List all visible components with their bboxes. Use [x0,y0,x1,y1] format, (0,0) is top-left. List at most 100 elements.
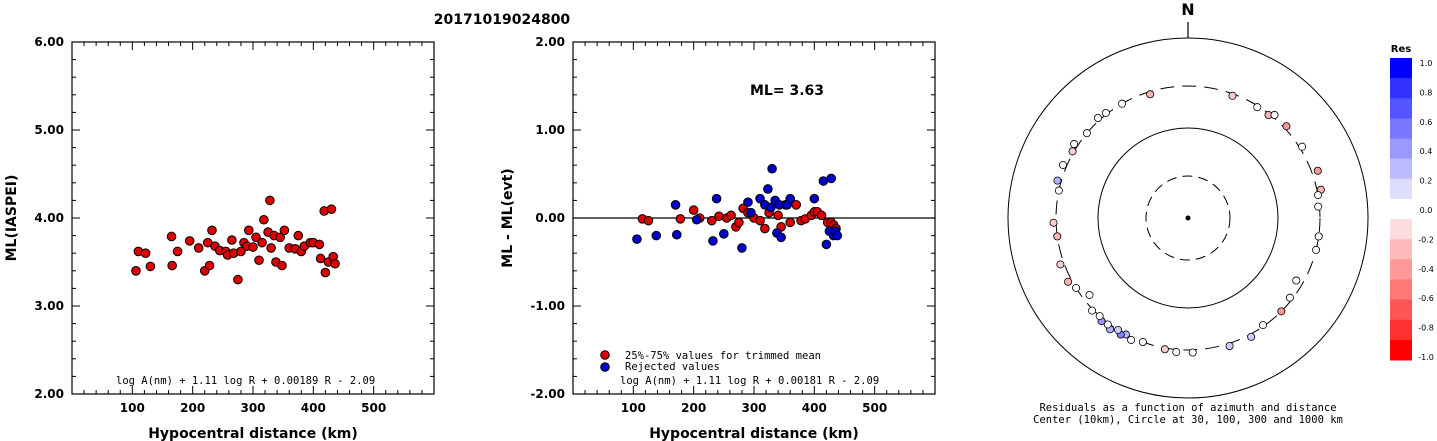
colorbar-tick-label: 0.4 [1420,147,1433,156]
data-point [755,215,765,226]
polar-point [1127,335,1136,344]
colorbar-swatch [1390,319,1412,341]
polar-point [1064,277,1073,286]
polar-point [1314,202,1323,211]
data-point [760,223,770,234]
data-point [821,239,832,250]
data-point [259,214,269,225]
data-point [236,246,246,257]
data-point [671,229,682,240]
colorbar: Res 1.0 0.8 0.6 0.4 0.2 0.0 -0.2 -0.4 -0.6 -0.8 -1… [1390,44,1434,362]
formula-left: log A(nm) + 1.11 log R + 0.00189 R - 2.0… [116,375,375,387]
colorbar-tick-label: -0.2 [1418,235,1434,244]
data-point [172,246,183,257]
data-point [248,242,258,252]
y-tick-label: -1.00 [530,299,565,313]
y-tick-label: 2.00 [34,387,64,401]
data-point [714,211,724,222]
colorbar-tick-label: -0.8 [1418,324,1434,333]
y-tick-label: 2.00 [535,35,565,49]
y-axis-label-left: ML(IASPEI) [4,175,20,262]
data-point [227,235,237,245]
center-marker [1185,215,1191,221]
polar-point [1282,122,1291,131]
data-point [257,237,267,248]
polar-point [1114,325,1123,334]
data-point [326,204,337,214]
data-point [651,230,662,241]
data-point [809,193,820,204]
polar-point [1270,110,1279,119]
colorbar-tick-label: -0.6 [1418,294,1434,303]
formula-middle: log A(nm) + 1.11 log R + 0.00181 R - 2.0… [620,375,879,387]
data-point [708,236,718,246]
ring-100km [1097,127,1279,309]
data-point [776,232,786,243]
data-point [785,193,796,204]
x-tick-label: 400 [802,401,827,415]
polar-point [1103,320,1112,329]
x-tick-label: 500 [361,401,386,415]
data-point [688,205,699,215]
colorbar-swatch [1390,158,1412,180]
polar-point [1058,160,1067,169]
x-tick-label: 100 [621,401,646,415]
colorbar-swatch [1390,279,1412,301]
data-point [204,260,215,271]
y-tick-label: 4.00 [34,211,64,225]
polar-point [1247,332,1256,341]
tick-marks-middle: 100 200 300 400 500 -2.00 -1.00 0.00 1.00 2.00 [530,35,936,415]
colorbar-swatch [1390,299,1412,321]
polar-point [1093,113,1102,122]
colorbar-swatch [1390,198,1412,220]
data-point [719,229,729,239]
data-point [743,197,753,207]
data-point [279,225,290,236]
x-tick-label: 100 [120,401,145,415]
colorbar-swatch [1390,219,1412,240]
polar-point [1285,293,1294,302]
data-point [266,243,276,253]
colorbar-swatch [1390,178,1412,200]
polar-residual-plot: N Residuals as a function of azimuth and… [1007,0,1369,426]
data-point [193,243,204,253]
y-tick-label: 0.00 [535,211,565,225]
polar-point [1082,129,1091,138]
x-tick-label: 200 [180,401,205,415]
data-point [314,239,325,250]
polar-point [1146,90,1155,99]
data-point [755,193,765,204]
polar-point [1312,245,1321,254]
north-label: N [1181,0,1194,19]
colorbar-title: Res [1391,44,1411,55]
data-point [816,210,827,221]
y-tick-label: -2.00 [530,387,565,401]
data-point [277,260,287,271]
legend-marker-trimmed [600,350,610,360]
y-tick-label: 6.00 [34,35,64,49]
colorbar-tick-label: 0.0 [1420,206,1433,215]
data-point [251,232,261,243]
legend: 25%-75% values for trimmed mean Rejected… [600,350,821,373]
colorbar-swatches [1390,58,1412,361]
polar-point [1095,312,1104,321]
panel-ml-iaspei: 100 200 300 400 500 2.00 3.00 4.00 5.00 6.00 ML(I… [4,35,435,441]
polar-point [1068,147,1077,156]
data-point [184,236,195,246]
colorbar-swatch [1390,259,1412,280]
figure-title: 20171019024800 [434,12,571,28]
data-point [632,234,642,244]
data-point [767,163,777,174]
tick-marks-left: 100 200 300 400 500 2.00 3.00 4.00 5.00 6.00 [34,35,435,415]
polar-point [1228,91,1237,100]
x-tick-label: 400 [301,401,326,415]
colorbar-tick-label: 0.6 [1420,118,1433,127]
ring-30km [1145,175,1231,261]
y-tick-label: 3.00 [34,299,64,313]
polar-point [1053,176,1062,185]
polar-point [1160,345,1169,354]
polar-point [1172,348,1181,357]
polar-points [1049,90,1325,357]
y-axis-label-middle: ML - ML(evt) [500,168,516,267]
data-point [670,200,681,210]
